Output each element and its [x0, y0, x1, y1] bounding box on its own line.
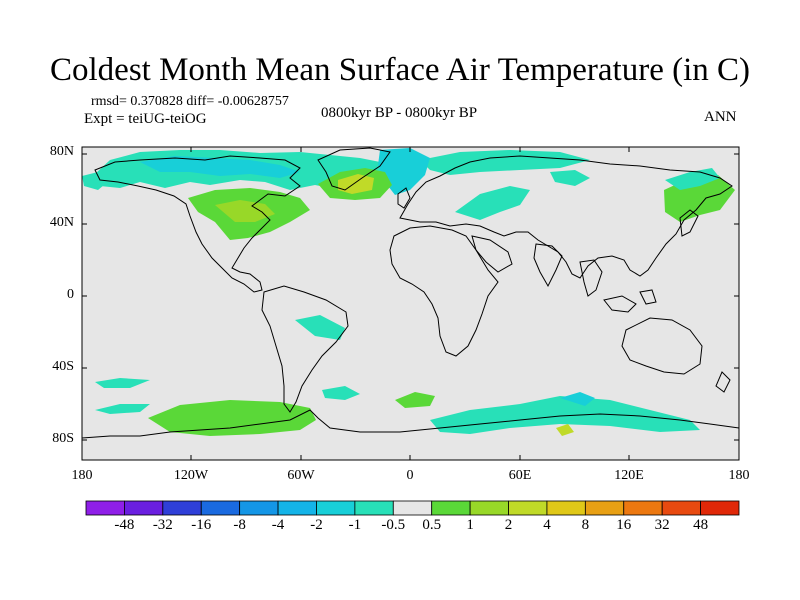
- colorbar-label: 8: [581, 517, 590, 533]
- colorbar-box-4: [239, 500, 279, 516]
- colorbar-label: -1: [348, 517, 362, 533]
- colorbar-box-10: [469, 500, 509, 516]
- colorbar-label: 1: [466, 517, 474, 533]
- colorbar-box-7: [354, 500, 394, 516]
- anomaly-fields: [82, 148, 735, 436]
- season-label: ANN: [704, 109, 737, 125]
- x-tick-180-left: 180: [71, 468, 93, 483]
- coastline-south-america: [261, 285, 349, 413]
- coastline-eurasia: [399, 155, 733, 279]
- colorbar-label: 32: [654, 517, 670, 533]
- colorbar-box-3: [200, 500, 241, 516]
- anomaly-patch-central-asia: [455, 186, 530, 220]
- x-tick-120e: 120E: [614, 468, 644, 483]
- x-tick-60e: 60E: [508, 468, 532, 483]
- anomaly-patch-siberia: [420, 150, 590, 175]
- y-tick-40s: 40S: [52, 359, 74, 374]
- anomaly-patch-north-america-warm: [215, 200, 275, 222]
- colorbar-label: -4: [271, 517, 285, 533]
- colorbar-label: -8: [233, 517, 246, 533]
- axis-ticks: [81, 147, 739, 460]
- anomaly-patch-indian-ocean-cyan: [560, 392, 595, 406]
- y-tick-0: 0: [67, 287, 74, 302]
- chart-title: Coldest Month Mean Surface Air Temperatu…: [50, 52, 750, 88]
- anomaly-patch-ne-pacific: [82, 172, 110, 190]
- colorbar-box-14: [623, 500, 663, 516]
- experiment-label: Expt = teiUG-teiOG: [84, 111, 207, 127]
- x-tick-180-right: 180: [728, 468, 750, 483]
- colorbar-label: -2: [310, 517, 323, 533]
- colorbar-box-15: [661, 500, 701, 516]
- coastlines: [81, 147, 740, 439]
- y-tick-80s: 80S: [52, 431, 74, 446]
- anomaly-patch-south-pacific-cyan: [95, 404, 150, 414]
- colorbar-box-9: [431, 500, 471, 516]
- colorbar-box-12: [546, 500, 586, 516]
- colorbar-box-8: [392, 500, 433, 516]
- coastline-japan: [679, 209, 699, 237]
- coastline-uk: [397, 187, 411, 209]
- coastline-new-zealand: [715, 371, 731, 393]
- coastline-antarctica: [81, 409, 740, 439]
- colorbar-box-5: [277, 500, 317, 516]
- colorbar-box-2: [162, 500, 202, 516]
- coastline-north-america: [94, 155, 301, 293]
- anomaly-patch-east-siberia: [550, 170, 590, 186]
- stats-label: rmsd= 0.370828 diff= -0.00628757: [91, 94, 289, 109]
- colorbar-label: -32: [152, 517, 173, 533]
- colorbar-box-1: [124, 500, 164, 516]
- anomaly-patch-indian-ocean: [430, 396, 700, 434]
- colorbar-label: -48: [114, 517, 135, 533]
- coastline-greenland: [317, 147, 391, 191]
- colorbar-box-13: [584, 500, 625, 516]
- colorbar-box-16: [700, 500, 740, 516]
- colorbar-label: 16: [616, 517, 632, 533]
- anomaly-patch-south-pacific: [148, 400, 316, 436]
- coastline-australia: [621, 317, 703, 375]
- colorbar-label: 48: [693, 517, 709, 533]
- colorbar: [85, 500, 740, 516]
- coastline-india: [533, 243, 563, 288]
- y-tick-80n: 80N: [49, 144, 74, 159]
- colorbar-box-11: [508, 500, 548, 516]
- coastline-arabia: [471, 235, 513, 273]
- colorbar-box-0: [85, 500, 125, 516]
- anomaly-patch-south-small: [556, 424, 574, 436]
- x-tick-120w: 120W: [173, 468, 209, 483]
- colorbar-label: 0.5: [422, 517, 442, 533]
- colorbar-box-6: [316, 500, 356, 516]
- coastline-southeast-asia: [579, 259, 657, 313]
- x-tick-60w: 60W: [287, 468, 315, 483]
- anomaly-patch-south-pacific-left: [95, 378, 150, 388]
- colorbar-label: -0.5: [381, 517, 406, 533]
- colorbar-label: -16: [191, 517, 212, 533]
- x-tick-0: 0: [406, 468, 414, 483]
- anomaly-patch-south-america-south: [295, 315, 345, 340]
- period-label: 0800kyr BP - 0800kyr BP: [321, 105, 478, 121]
- anomaly-patch-southeast-pacific: [322, 386, 360, 400]
- anomaly-patch-south-atlantic: [395, 392, 435, 408]
- colorbar-label: 4: [543, 517, 551, 533]
- coastline-africa: [389, 225, 499, 357]
- y-tick-40n: 40N: [49, 215, 74, 230]
- anomaly-patch-arctic-canada-inner: [140, 156, 300, 178]
- colorbar-label: 2: [504, 517, 513, 533]
